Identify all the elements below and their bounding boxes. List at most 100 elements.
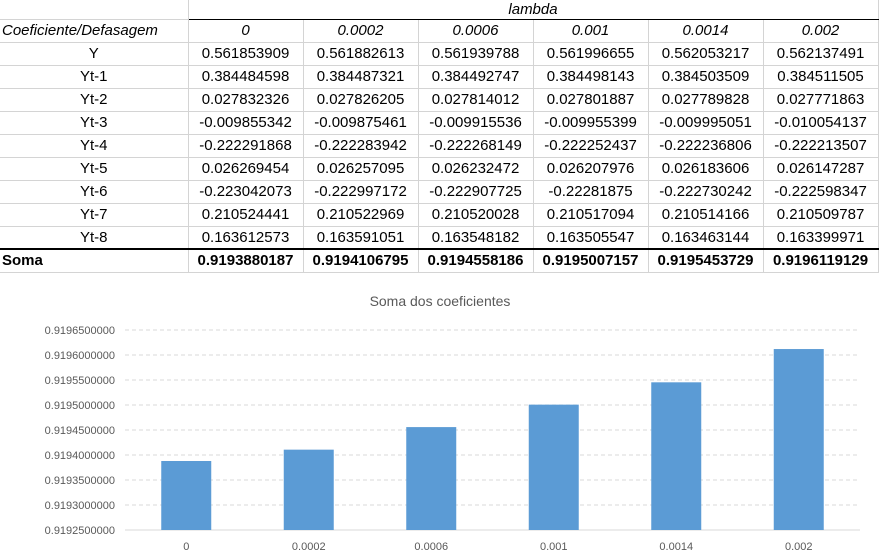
coefficient-cell: 0.027801887 (533, 88, 649, 112)
x-tick-label: 0.001 (540, 541, 568, 553)
y-tick-label: 0.9193000000 (45, 500, 115, 512)
coefficient-cell: 0.027814012 (418, 88, 534, 112)
coefficient-cell: 0.027771863 (763, 88, 879, 112)
coefficient-cell: 0.027826205 (303, 88, 419, 112)
row-label: Yt-4 (0, 134, 189, 158)
coefficient-cell: 0.561882613 (303, 42, 419, 66)
bar (161, 460, 212, 530)
coefficient-cell: -0.010054137 (763, 111, 879, 135)
coefficient-cell: -0.009915536 (418, 111, 534, 135)
coefficient-cell: 0.210517094 (533, 203, 649, 227)
coefficient-cell: 0.561939788 (418, 42, 534, 66)
x-tick-label: 0.0014 (659, 541, 693, 553)
y-tick-label: 0.9194000000 (45, 450, 115, 462)
lambda-column-header: 0.002 (763, 19, 879, 43)
table-row: Yt-6 -0.223042073 -0.222997172 -0.222907725… (0, 180, 879, 204)
y-tick-label: 0.9194500000 (45, 425, 115, 437)
coefficient-cell: 0.163463144 (648, 226, 764, 250)
x-tick-label: 0 (183, 541, 189, 553)
lambda-header-row: lambda (0, 0, 879, 20)
coefficient-cell: -0.222997172 (303, 180, 419, 204)
chart-canvas: Soma dos coeficientes 0.9192500000 0.9193… (45, 293, 860, 553)
bar (283, 449, 334, 530)
row-label: Yt-6 (0, 180, 189, 204)
coefficient-cell: -0.222291868 (188, 134, 304, 158)
coefficient-cell: -0.22281875 (533, 180, 649, 204)
bar (406, 427, 457, 530)
sum-cell: 0.9195007157 (533, 248, 649, 273)
row-label: Yt-1 (0, 65, 189, 89)
coefficient-cell: -0.222730242 (648, 180, 764, 204)
y-tick-label: 0.9195500000 (45, 375, 115, 387)
y-tick-label: 0.9193500000 (45, 475, 115, 487)
coefficient-cell: -0.222252437 (533, 134, 649, 158)
lambda-column-header: 0.0006 (418, 19, 534, 43)
bar (773, 349, 824, 530)
row-label: Yt-3 (0, 111, 189, 135)
coefficient-cell: 0.384511505 (763, 65, 879, 89)
lambda-column-header: 0.0014 (648, 19, 764, 43)
sum-row: Soma 0.9193880187 0.9194106795 0.9194558186… (0, 248, 879, 273)
coefficient-cell: -0.009855342 (188, 111, 304, 135)
x-tick-label: 0.0002 (292, 541, 326, 553)
row-label: Yt-2 (0, 88, 189, 112)
table-row: Yt-3 -0.009855342 -0.009875461 -0.009915536… (0, 111, 879, 135)
sum-bar-chart: Soma dos coeficientes 0.9192500000 0.9193… (0, 280, 895, 560)
coefficient-cell: 0.561853909 (188, 42, 304, 66)
coefficient-cell: 0.163399971 (763, 226, 879, 250)
coefficient-cell: 0.026207976 (533, 157, 649, 181)
coefficient-cell: -0.222268149 (418, 134, 534, 158)
coefficient-cell: 0.561996655 (533, 42, 649, 66)
coefficient-cell: 0.210514166 (648, 203, 764, 227)
row-label: Y (0, 42, 189, 66)
coefficient-cell: 0.026147287 (763, 157, 879, 181)
coefficient-cell: 0.026257095 (303, 157, 419, 181)
y-tick-label: 0.9196000000 (45, 350, 115, 362)
coefficient-cell: 0.210524441 (188, 203, 304, 227)
coefficient-cell: -0.223042073 (188, 180, 304, 204)
coefficient-cell: 0.384503509 (648, 65, 764, 89)
table-row: Yt-4 -0.222291868 -0.222283942 -0.222268149… (0, 134, 879, 158)
coefficient-cell: -0.222283942 (303, 134, 419, 158)
coefficient-cell: 0.384492747 (418, 65, 534, 89)
row-label: Yt-7 (0, 203, 189, 227)
coefficient-cell: 0.027789828 (648, 88, 764, 112)
coefficient-cell: -0.009875461 (303, 111, 419, 135)
coefficient-cell: 0.384487321 (303, 65, 419, 89)
lambda-column-header: 0 (188, 19, 304, 43)
lambda-column-header: 0.0002 (303, 19, 419, 43)
table-row: Yt-8 0.163612573 0.163591051 0.163548182 0.1… (0, 226, 879, 250)
corner-label: Coeficiente/Defasagem (0, 19, 189, 43)
y-tick-label: 0.9196500000 (45, 325, 115, 337)
coefficients-table: lambda Coeficiente/Defasagem 0 0.0002 0.0006… (0, 0, 879, 273)
coefficient-cell: 0.163612573 (188, 226, 304, 250)
coefficient-cell: 0.027832326 (188, 88, 304, 112)
coefficient-cell: 0.562137491 (763, 42, 879, 66)
coefficient-cell: 0.163591051 (303, 226, 419, 250)
coefficient-cell: 0.210522969 (303, 203, 419, 227)
table-row: Y 0.561853909 0.561882613 0.561939788 0.5619… (0, 42, 879, 66)
coefficient-cell: 0.163505547 (533, 226, 649, 250)
coefficient-cell: -0.222907725 (418, 180, 534, 204)
bar (651, 382, 702, 530)
table-row: Yt-2 0.027832326 0.027826205 0.027814012 0.0… (0, 88, 879, 112)
table-row: Yt-7 0.210524441 0.210522969 0.210520028 0.2… (0, 203, 879, 227)
table-row: Yt-5 0.026269454 0.026257095 0.026232472 0.0… (0, 157, 879, 181)
coefficient-cell: -0.222598347 (763, 180, 879, 204)
x-tick-label: 0.002 (785, 541, 813, 553)
coefficient-cell: 0.384484598 (188, 65, 304, 89)
y-tick-label: 0.9192500000 (45, 525, 115, 537)
lambda-group-header: lambda (188, 0, 879, 20)
sum-cell: 0.9195453729 (648, 248, 764, 273)
coefficient-cell: -0.222236806 (648, 134, 764, 158)
sum-cell: 0.9194558186 (418, 248, 534, 273)
coefficient-cell: -0.009955399 (533, 111, 649, 135)
coefficient-cell: -0.009995051 (648, 111, 764, 135)
chart-title: Soma dos coeficientes (370, 293, 511, 309)
coefficient-cell: 0.562053217 (648, 42, 764, 66)
column-header-row: Coeficiente/Defasagem 0 0.0002 0.0006 0.001 0… (0, 19, 879, 43)
table-row: Yt-1 0.384484598 0.384487321 0.384492747 0.3… (0, 65, 879, 89)
row-label: Yt-5 (0, 157, 189, 181)
coefficient-cell: 0.026269454 (188, 157, 304, 181)
y-tick-label: 0.9195000000 (45, 400, 115, 412)
